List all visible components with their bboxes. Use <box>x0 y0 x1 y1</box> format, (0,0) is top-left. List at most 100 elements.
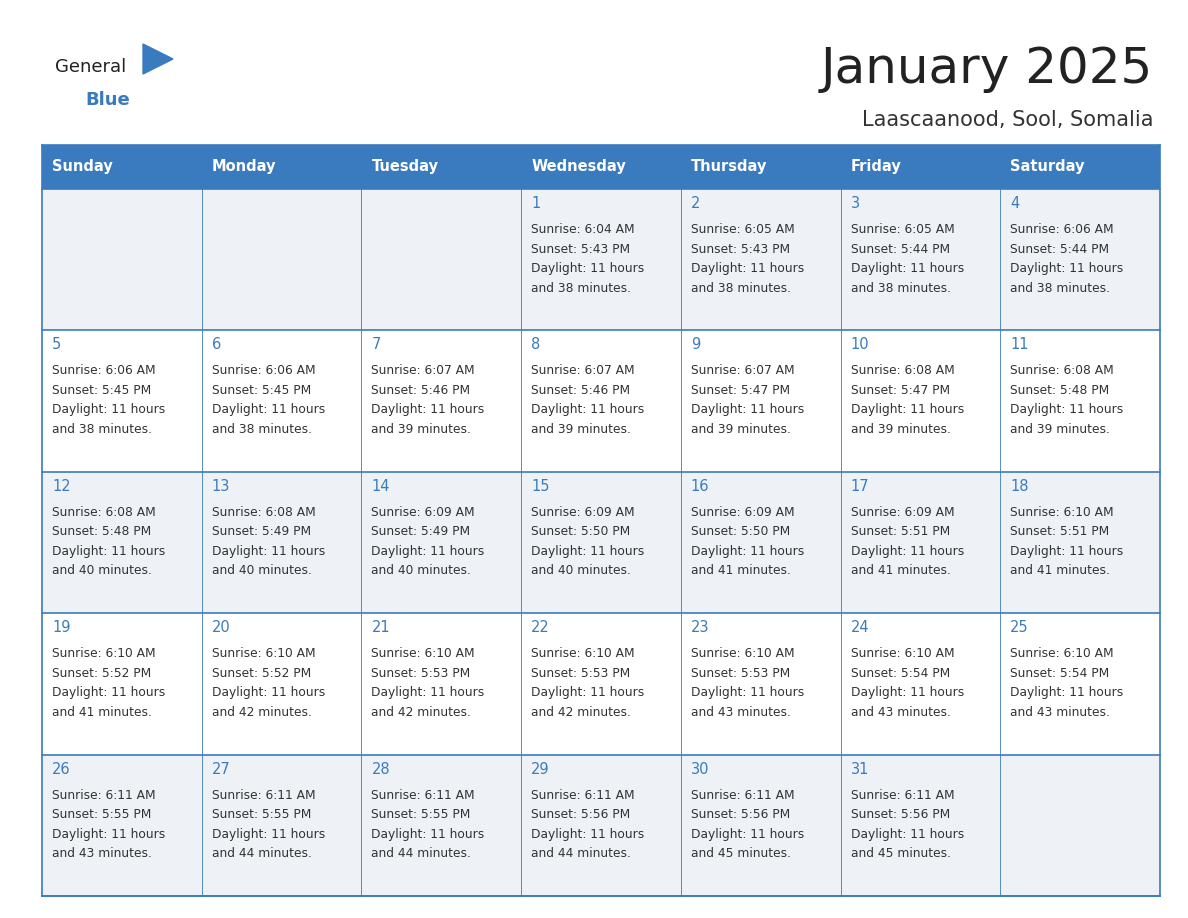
Text: Sunrise: 6:11 AM: Sunrise: 6:11 AM <box>851 789 954 801</box>
Text: Sunset: 5:55 PM: Sunset: 5:55 PM <box>52 808 151 821</box>
Text: Sunrise: 6:06 AM: Sunrise: 6:06 AM <box>52 364 156 377</box>
Text: and 44 minutes.: and 44 minutes. <box>211 847 311 860</box>
Text: Daylight: 11 hours: Daylight: 11 hours <box>531 403 644 417</box>
Text: and 43 minutes.: and 43 minutes. <box>52 847 152 860</box>
Text: Thursday: Thursday <box>691 160 767 174</box>
Text: Sunset: 5:56 PM: Sunset: 5:56 PM <box>691 808 790 821</box>
Text: Daylight: 11 hours: Daylight: 11 hours <box>211 686 326 700</box>
Text: Sunset: 5:53 PM: Sunset: 5:53 PM <box>372 666 470 679</box>
Text: 23: 23 <box>691 621 709 635</box>
Text: and 39 minutes.: and 39 minutes. <box>531 423 631 436</box>
Text: 25: 25 <box>1010 621 1029 635</box>
Text: Sunset: 5:48 PM: Sunset: 5:48 PM <box>1010 384 1110 397</box>
Text: and 39 minutes.: and 39 minutes. <box>372 423 472 436</box>
Text: Sunset: 5:47 PM: Sunset: 5:47 PM <box>851 384 949 397</box>
Text: Daylight: 11 hours: Daylight: 11 hours <box>851 686 963 700</box>
Text: Sunrise: 6:10 AM: Sunrise: 6:10 AM <box>1010 647 1114 660</box>
Text: Sunday: Sunday <box>52 160 113 174</box>
Text: Sunrise: 6:06 AM: Sunrise: 6:06 AM <box>211 364 315 377</box>
Text: Sunrise: 6:09 AM: Sunrise: 6:09 AM <box>531 506 634 519</box>
FancyBboxPatch shape <box>42 145 1159 189</box>
Text: and 43 minutes.: and 43 minutes. <box>1010 706 1110 719</box>
Text: Sunrise: 6:10 AM: Sunrise: 6:10 AM <box>372 647 475 660</box>
Text: and 38 minutes.: and 38 minutes. <box>691 282 791 295</box>
Text: Sunrise: 6:06 AM: Sunrise: 6:06 AM <box>1010 223 1114 236</box>
Text: Daylight: 11 hours: Daylight: 11 hours <box>372 403 485 417</box>
Text: 21: 21 <box>372 621 390 635</box>
Text: Sunset: 5:48 PM: Sunset: 5:48 PM <box>52 525 151 538</box>
Text: Wednesday: Wednesday <box>531 160 626 174</box>
Text: Sunset: 5:46 PM: Sunset: 5:46 PM <box>531 384 631 397</box>
Text: and 38 minutes.: and 38 minutes. <box>531 282 631 295</box>
Text: Sunset: 5:47 PM: Sunset: 5:47 PM <box>691 384 790 397</box>
Text: and 42 minutes.: and 42 minutes. <box>211 706 311 719</box>
Text: Sunrise: 6:09 AM: Sunrise: 6:09 AM <box>851 506 954 519</box>
Text: and 42 minutes.: and 42 minutes. <box>531 706 631 719</box>
Text: 20: 20 <box>211 621 230 635</box>
Text: Sunset: 5:54 PM: Sunset: 5:54 PM <box>851 666 950 679</box>
Text: Sunset: 5:44 PM: Sunset: 5:44 PM <box>1010 242 1110 255</box>
Text: 28: 28 <box>372 762 390 777</box>
FancyBboxPatch shape <box>42 189 1159 330</box>
Text: Daylight: 11 hours: Daylight: 11 hours <box>531 262 644 275</box>
Text: Daylight: 11 hours: Daylight: 11 hours <box>691 686 804 700</box>
Text: Daylight: 11 hours: Daylight: 11 hours <box>691 544 804 558</box>
Text: 17: 17 <box>851 479 870 494</box>
Text: 5: 5 <box>52 338 62 353</box>
Text: 2: 2 <box>691 196 700 211</box>
Text: 9: 9 <box>691 338 700 353</box>
Text: and 39 minutes.: and 39 minutes. <box>691 423 791 436</box>
Text: Sunrise: 6:05 AM: Sunrise: 6:05 AM <box>691 223 795 236</box>
Text: Daylight: 11 hours: Daylight: 11 hours <box>52 828 165 841</box>
Text: Sunrise: 6:10 AM: Sunrise: 6:10 AM <box>52 647 156 660</box>
Text: Sunrise: 6:07 AM: Sunrise: 6:07 AM <box>372 364 475 377</box>
Text: and 45 minutes.: and 45 minutes. <box>851 847 950 860</box>
Text: Daylight: 11 hours: Daylight: 11 hours <box>52 544 165 558</box>
Text: Sunrise: 6:11 AM: Sunrise: 6:11 AM <box>372 789 475 801</box>
Text: Sunrise: 6:10 AM: Sunrise: 6:10 AM <box>691 647 795 660</box>
Text: 31: 31 <box>851 762 868 777</box>
Text: Daylight: 11 hours: Daylight: 11 hours <box>531 828 644 841</box>
Text: Sunrise: 6:09 AM: Sunrise: 6:09 AM <box>691 506 795 519</box>
Text: and 44 minutes.: and 44 minutes. <box>531 847 631 860</box>
Text: Tuesday: Tuesday <box>372 160 438 174</box>
Text: 27: 27 <box>211 762 230 777</box>
Text: Sunset: 5:54 PM: Sunset: 5:54 PM <box>1010 666 1110 679</box>
Text: 3: 3 <box>851 196 860 211</box>
Text: Daylight: 11 hours: Daylight: 11 hours <box>1010 544 1124 558</box>
Text: 16: 16 <box>691 479 709 494</box>
Text: and 39 minutes.: and 39 minutes. <box>1010 423 1110 436</box>
Text: Sunset: 5:45 PM: Sunset: 5:45 PM <box>52 384 151 397</box>
Text: and 39 minutes.: and 39 minutes. <box>851 423 950 436</box>
Text: and 40 minutes.: and 40 minutes. <box>372 565 472 577</box>
Text: 4: 4 <box>1010 196 1019 211</box>
Text: 19: 19 <box>52 621 70 635</box>
FancyBboxPatch shape <box>42 755 1159 896</box>
Polygon shape <box>143 44 173 74</box>
Text: Sunrise: 6:10 AM: Sunrise: 6:10 AM <box>211 647 315 660</box>
Text: Daylight: 11 hours: Daylight: 11 hours <box>52 403 165 417</box>
FancyBboxPatch shape <box>42 330 1159 472</box>
Text: and 41 minutes.: and 41 minutes. <box>52 706 152 719</box>
Text: Daylight: 11 hours: Daylight: 11 hours <box>851 828 963 841</box>
Text: Sunset: 5:53 PM: Sunset: 5:53 PM <box>531 666 631 679</box>
Text: Friday: Friday <box>851 160 902 174</box>
Text: Daylight: 11 hours: Daylight: 11 hours <box>211 828 326 841</box>
Text: Sunrise: 6:08 AM: Sunrise: 6:08 AM <box>211 506 316 519</box>
Text: 18: 18 <box>1010 479 1029 494</box>
Text: Saturday: Saturday <box>1010 160 1085 174</box>
Text: Sunrise: 6:04 AM: Sunrise: 6:04 AM <box>531 223 634 236</box>
Text: 13: 13 <box>211 479 230 494</box>
Text: and 41 minutes.: and 41 minutes. <box>1010 565 1110 577</box>
Text: Sunset: 5:43 PM: Sunset: 5:43 PM <box>531 242 631 255</box>
Text: Sunrise: 6:10 AM: Sunrise: 6:10 AM <box>531 647 634 660</box>
Text: 7: 7 <box>372 338 381 353</box>
Text: 29: 29 <box>531 762 550 777</box>
Text: and 40 minutes.: and 40 minutes. <box>52 565 152 577</box>
Text: Monday: Monday <box>211 160 277 174</box>
Text: and 38 minutes.: and 38 minutes. <box>211 423 311 436</box>
Text: Sunrise: 6:08 AM: Sunrise: 6:08 AM <box>52 506 156 519</box>
Text: Sunrise: 6:09 AM: Sunrise: 6:09 AM <box>372 506 475 519</box>
Text: Sunrise: 6:08 AM: Sunrise: 6:08 AM <box>1010 364 1114 377</box>
Text: 6: 6 <box>211 338 221 353</box>
